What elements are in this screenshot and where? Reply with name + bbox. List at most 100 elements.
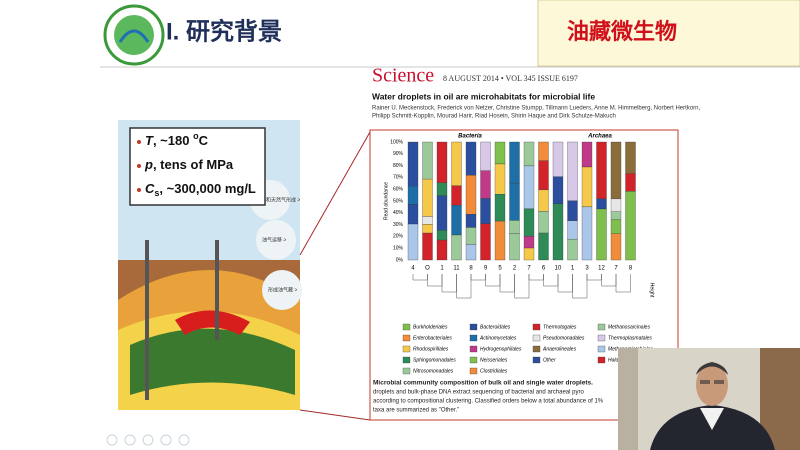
legend-label: Clostridiales — [480, 368, 508, 374]
figure-bar-segment — [494, 220, 506, 261]
y-tick-label: 90% — [393, 151, 404, 157]
figure-bar-segment — [451, 234, 462, 261]
issue: 8 AUGUST 2014 • VOL 345 ISSUE 6197 — [443, 74, 578, 83]
sample-label: 11 — [453, 266, 460, 272]
y-tick-label: 60% — [393, 187, 404, 193]
figure-bar-segment — [538, 232, 549, 261]
well — [145, 240, 149, 400]
bubble — [256, 220, 296, 260]
figure-bar-segment — [494, 141, 506, 165]
figure-bar-segment — [509, 182, 520, 221]
oil — [175, 310, 250, 335]
legend-label: Burkholderiales — [413, 324, 448, 330]
y-tick-label: 0% — [396, 257, 404, 263]
figure-bar-segment — [610, 198, 622, 212]
figure-bar-segment — [625, 173, 636, 192]
sample-label: 8 — [629, 266, 633, 272]
figure-bar-segment — [480, 223, 491, 261]
figure-bar-segment — [567, 220, 578, 240]
figure-bar-segment — [523, 247, 535, 261]
stage-label: 油气运移 > — [262, 236, 286, 243]
legend-swatch — [469, 367, 478, 375]
slide-title: I. 研究背景 — [166, 17, 282, 45]
caption: taxa are summarized as "Other." — [373, 408, 459, 414]
figure-bar-segment — [451, 205, 462, 236]
bullet-var: C — [145, 181, 155, 196]
figure-bar-segment — [465, 141, 477, 176]
legend-label: Actinomycetales — [479, 335, 517, 341]
bullet-box — [129, 127, 266, 206]
figure-bar-segment — [451, 185, 462, 206]
legend-label: Other — [543, 357, 556, 363]
figure-bar-segment — [494, 163, 506, 195]
figure-bar-segment — [509, 233, 520, 261]
logo-inner — [114, 15, 154, 55]
figure-bar-segment — [422, 216, 433, 225]
axis-label: Read abundance — [383, 182, 389, 220]
height-label: Height — [649, 283, 655, 298]
figure-bar-segment — [509, 141, 520, 184]
group-label: Bacteria — [458, 134, 482, 140]
figure-bar-segment — [451, 141, 462, 186]
y-tick-label: 30% — [393, 222, 404, 228]
figure-bar-segment — [567, 141, 578, 202]
legend-label: Thermoplasmatales — [608, 335, 652, 341]
legend-swatch — [597, 356, 606, 364]
sample-label: 10 — [555, 266, 562, 272]
legend-label: Nitrosomonadales — [413, 368, 454, 374]
dendrogram — [615, 274, 631, 293]
figure-bar-segment — [480, 141, 491, 171]
sample-label: 3 — [585, 266, 589, 272]
figure-bar-segment — [596, 208, 607, 261]
logo-mark — [118, 29, 150, 43]
dendrogram — [514, 274, 530, 299]
sample-label: 9 — [484, 266, 488, 272]
figure-bar-segment — [494, 194, 506, 222]
legend-swatch — [402, 367, 411, 375]
sample-label: 5 — [498, 266, 502, 272]
figure-bar-segment — [523, 165, 535, 210]
figure-bar-segment — [422, 178, 433, 217]
journal: Science — [372, 65, 434, 87]
figure-bar-segment — [407, 223, 419, 261]
webcam — [618, 348, 800, 450]
bullet-dot — [137, 140, 141, 144]
legend-label: Anaerolineales — [542, 346, 577, 352]
legend-label: Sphingomonadales — [413, 357, 456, 363]
figure-bar-segment — [581, 166, 593, 208]
legend-swatch — [402, 323, 411, 331]
figure-bar-segment — [610, 219, 622, 234]
figure-bar-segment — [436, 195, 448, 231]
paper-title: Water droplets in oil are microhabitats … — [372, 91, 595, 101]
sample-label: 6 — [542, 266, 546, 272]
figure-bar-segment — [509, 220, 520, 234]
bullet-dot — [137, 188, 141, 192]
bullet-dot — [137, 164, 141, 168]
figure-bar-segment — [523, 208, 535, 237]
figure-bar-segment — [567, 238, 578, 261]
figure-bar-segment — [465, 227, 477, 245]
legend-swatch — [469, 334, 478, 342]
sample-label: 7 — [527, 266, 531, 272]
figure-bar-segment — [465, 175, 477, 215]
legend-swatch — [597, 345, 606, 353]
legend-swatch — [597, 323, 606, 331]
figure-bar-segment — [422, 141, 433, 180]
stage-label: 石油和天然气形成 > — [256, 196, 300, 203]
y-tick-label: 50% — [393, 198, 404, 204]
figure-bar-segment — [436, 182, 448, 196]
figure-bar-segment — [465, 214, 477, 228]
bullet-var: p — [144, 157, 153, 172]
caption: droplets and bulk-phase DNA extract sequ… — [373, 390, 584, 396]
legend-swatch — [597, 334, 606, 342]
legend-swatch — [469, 356, 478, 364]
figure-bar-segment — [465, 244, 477, 261]
figure-bar-segment — [552, 203, 564, 261]
stage-label: 形成油气藏 > — [268, 286, 297, 293]
sample-label: 8 — [469, 266, 473, 272]
bullet: T, ~180 oC — [145, 131, 209, 148]
figure-bar-segment — [436, 230, 448, 241]
legend-label: Pseudomonadales — [543, 335, 585, 341]
bullet: p, tens of MPa — [144, 157, 234, 172]
